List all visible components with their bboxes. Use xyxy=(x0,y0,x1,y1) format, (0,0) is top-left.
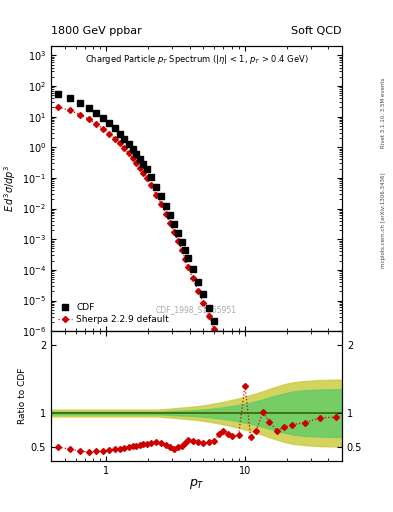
Sherpa 2.2.9 default xyxy=(261,473,265,479)
Sherpa 2.2.9 default xyxy=(196,288,200,294)
Sherpa 2.2.9 default xyxy=(107,131,112,137)
Text: Charged Particle $p_T$ Spectrum ($|\eta|$ < 1, $p_T$ > 0.4 GeV): Charged Particle $p_T$ Spectrum ($|\eta|… xyxy=(84,53,309,66)
CDF xyxy=(149,174,153,180)
Sherpa 2.2.9 default xyxy=(221,352,226,358)
Sherpa 2.2.9 default xyxy=(168,220,173,226)
CDF xyxy=(101,115,106,121)
Sherpa 2.2.9 default xyxy=(225,364,230,370)
CDF xyxy=(126,141,131,147)
CDF xyxy=(122,136,127,142)
Text: 1800 GeV ppbar: 1800 GeV ppbar xyxy=(51,26,142,36)
Sherpa 2.2.9 default xyxy=(112,136,117,142)
CDF xyxy=(207,305,211,311)
CDF xyxy=(56,91,61,97)
Sherpa 2.2.9 default xyxy=(253,451,258,457)
Sherpa 2.2.9 default xyxy=(118,140,122,146)
CDF xyxy=(186,255,191,262)
Line: Sherpa 2.2.9 default: Sherpa 2.2.9 default xyxy=(56,105,338,512)
CDF xyxy=(190,266,195,272)
Text: Rivet 3.1.10, 3.5M events: Rivet 3.1.10, 3.5M events xyxy=(381,77,386,148)
Sherpa 2.2.9 default xyxy=(101,126,106,132)
CDF xyxy=(267,485,272,491)
Sherpa 2.2.9 default xyxy=(267,493,272,499)
Sherpa 2.2.9 default xyxy=(154,192,159,198)
Sherpa 2.2.9 default xyxy=(134,160,139,166)
Sherpa 2.2.9 default xyxy=(94,121,99,127)
Sherpa 2.2.9 default xyxy=(176,238,180,244)
CDF xyxy=(221,343,226,349)
CDF xyxy=(196,279,200,285)
CDF xyxy=(86,105,91,111)
CDF xyxy=(159,194,164,200)
CDF xyxy=(130,146,135,152)
CDF xyxy=(168,212,173,219)
Sherpa 2.2.9 default xyxy=(144,175,149,181)
CDF xyxy=(154,184,159,190)
CDF xyxy=(112,125,117,132)
Text: Soft QCD: Soft QCD xyxy=(292,26,342,36)
CDF xyxy=(176,230,180,236)
Y-axis label: Ratio to CDF: Ratio to CDF xyxy=(18,368,27,424)
CDF xyxy=(179,239,184,245)
Sherpa 2.2.9 default xyxy=(207,313,211,319)
CDF xyxy=(172,221,177,227)
Sherpa 2.2.9 default xyxy=(248,434,253,440)
CDF xyxy=(141,161,146,167)
Text: mcplots.cern.ch [arXiv:1306.3436]: mcplots.cern.ch [arXiv:1306.3436] xyxy=(381,173,386,268)
CDF xyxy=(78,100,83,106)
Sherpa 2.2.9 default xyxy=(229,376,234,382)
Y-axis label: $E\,d^3\sigma/dp^3$: $E\,d^3\sigma/dp^3$ xyxy=(2,165,18,212)
CDF xyxy=(261,465,265,472)
CDF xyxy=(183,247,187,253)
Sherpa 2.2.9 default xyxy=(217,339,221,345)
Sherpa 2.2.9 default xyxy=(172,229,177,235)
Line: CDF: CDF xyxy=(55,91,339,512)
Sherpa 2.2.9 default xyxy=(149,182,153,188)
Sherpa 2.2.9 default xyxy=(159,201,164,207)
CDF xyxy=(134,151,139,157)
CDF xyxy=(201,291,206,297)
Sherpa 2.2.9 default xyxy=(122,145,127,152)
Sherpa 2.2.9 default xyxy=(201,300,206,306)
CDF xyxy=(217,331,221,337)
CDF xyxy=(253,443,258,450)
Legend: CDF, Sherpa 2.2.9 default: CDF, Sherpa 2.2.9 default xyxy=(55,301,172,327)
Sherpa 2.2.9 default xyxy=(56,104,61,111)
Sherpa 2.2.9 default xyxy=(183,255,187,262)
Sherpa 2.2.9 default xyxy=(130,155,135,161)
CDF xyxy=(225,355,230,361)
Sherpa 2.2.9 default xyxy=(86,116,91,122)
Sherpa 2.2.9 default xyxy=(141,169,146,176)
CDF xyxy=(236,388,241,394)
CDF xyxy=(248,426,253,433)
Sherpa 2.2.9 default xyxy=(212,326,217,332)
CDF xyxy=(144,166,149,173)
Sherpa 2.2.9 default xyxy=(138,165,142,171)
Sherpa 2.2.9 default xyxy=(126,150,131,156)
CDF xyxy=(242,408,247,414)
Sherpa 2.2.9 default xyxy=(242,417,247,423)
Sherpa 2.2.9 default xyxy=(190,275,195,281)
CDF xyxy=(138,156,142,162)
CDF xyxy=(118,131,122,137)
Sherpa 2.2.9 default xyxy=(78,112,83,118)
Sherpa 2.2.9 default xyxy=(236,398,241,404)
CDF xyxy=(94,110,99,116)
Sherpa 2.2.9 default xyxy=(179,247,184,253)
Text: CDF_1998_S1865951: CDF_1998_S1865951 xyxy=(156,305,237,314)
Sherpa 2.2.9 default xyxy=(186,264,191,270)
X-axis label: $p_T$: $p_T$ xyxy=(189,477,204,491)
Sherpa 2.2.9 default xyxy=(164,211,169,217)
CDF xyxy=(212,317,217,324)
CDF xyxy=(68,95,73,101)
Sherpa 2.2.9 default xyxy=(68,108,73,114)
CDF xyxy=(164,203,169,209)
CDF xyxy=(107,120,112,126)
CDF xyxy=(229,367,234,373)
